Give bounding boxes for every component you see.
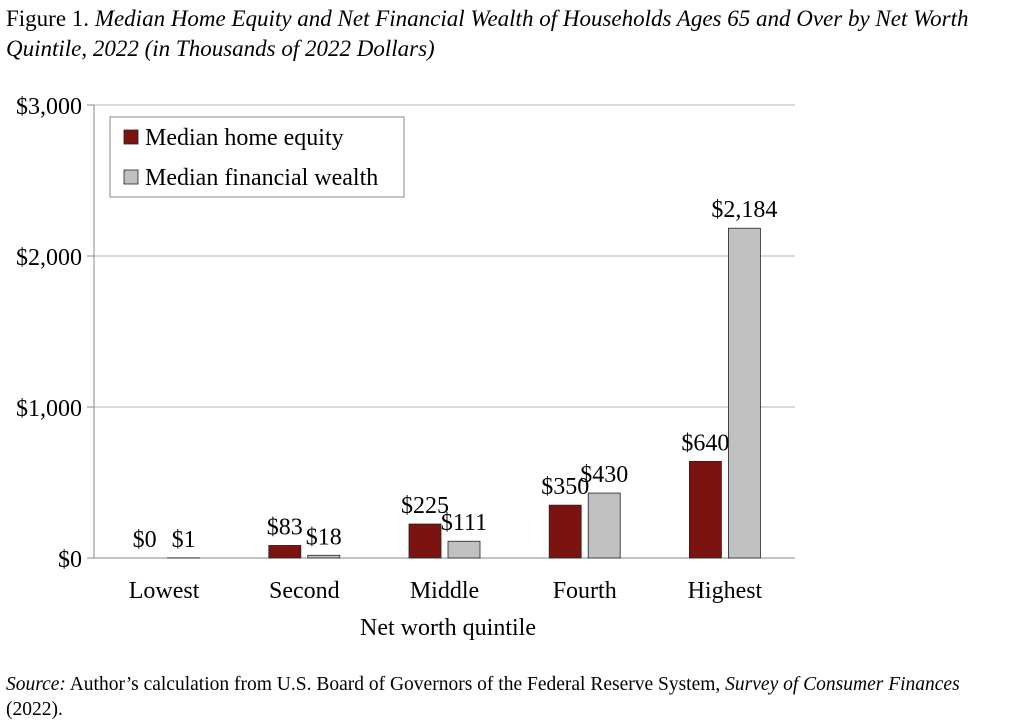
y-tick-label: $1,000 (16, 396, 82, 422)
bar-home-equity (408, 523, 442, 559)
source-year: (2022). (6, 699, 63, 720)
legend-swatch (123, 129, 139, 145)
legend-box (109, 116, 405, 198)
bar-financial-wealth (728, 227, 761, 559)
figure-title-text: Median Home Equity and Net Financial Wea… (6, 6, 969, 61)
data-labels: $0 $1 $83 $18 $225$111 $350$430 $640 $2,184 (133, 197, 778, 553)
legend-swatch (123, 169, 139, 185)
data-label: $350 (541, 474, 589, 500)
data-label: $2,184 (711, 197, 777, 223)
y-tick-label: $3,000 (16, 94, 82, 120)
source-label: Source: (6, 674, 66, 695)
data-label: $0 (133, 527, 157, 553)
bar-home-equity (548, 504, 582, 559)
bars (167, 227, 761, 559)
x-tick-label: Middle (410, 578, 479, 604)
x-tick-label: Fourth (553, 578, 617, 604)
figure-title: Figure 1. Median Home Equity and Net Fin… (6, 4, 1011, 64)
data-label: $111 (441, 510, 487, 536)
source-note: Source: Author’s calculation from U.S. B… (6, 672, 1014, 722)
data-label: $1 (172, 527, 196, 553)
data-label: $225 (401, 493, 449, 519)
data-label: $640 (681, 430, 729, 456)
x-tick-label: Lowest (129, 578, 200, 604)
bar-home-equity (689, 460, 722, 559)
gridlines (94, 104, 795, 408)
legend-entry: Median financial wealth (145, 165, 378, 191)
bar-home-equity (268, 545, 302, 559)
data-label: $430 (580, 462, 628, 488)
figure-title-prefix: Figure 1. (6, 6, 95, 31)
data-label: $83 (267, 514, 303, 540)
data-label: $18 (306, 524, 342, 550)
y-tick-label: $2,000 (16, 245, 82, 271)
bar-financial-wealth (307, 554, 341, 559)
y-tick-label: $0 (58, 547, 82, 573)
legend-entry: Median home equity (145, 125, 344, 151)
source-text: Author’s calculation from U.S. Board of … (65, 674, 726, 695)
source-survey-title: Survey of Consumer Finances (725, 674, 960, 695)
bar-financial-wealth (447, 540, 481, 559)
axes: $0 $1,000 $2,000 $3,000 Lowest Second Middle Fo… (16, 94, 795, 604)
x-tick-label: Second (269, 578, 340, 604)
bar-financial-wealth (587, 492, 621, 559)
x-tick-label: Highest (688, 578, 763, 604)
x-axis-title: Net worth quintile (360, 615, 536, 641)
legend: Median home equity Median financial wealt… (109, 116, 405, 198)
